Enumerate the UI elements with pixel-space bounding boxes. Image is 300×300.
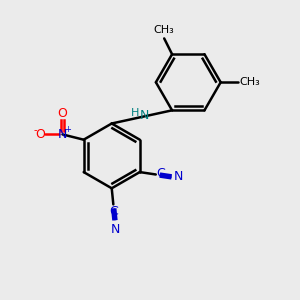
Text: CH₃: CH₃	[240, 77, 261, 87]
Text: O: O	[35, 128, 45, 141]
Text: N: N	[110, 224, 120, 236]
Text: N: N	[174, 170, 184, 183]
Text: -: -	[34, 125, 37, 135]
Text: H: H	[131, 108, 140, 118]
Text: +: +	[64, 124, 71, 134]
Text: CH₃: CH₃	[154, 25, 175, 35]
Text: N: N	[58, 128, 67, 141]
Text: N: N	[140, 109, 149, 122]
Text: C: C	[156, 167, 165, 180]
Text: C: C	[110, 205, 118, 218]
Text: O: O	[58, 107, 68, 120]
